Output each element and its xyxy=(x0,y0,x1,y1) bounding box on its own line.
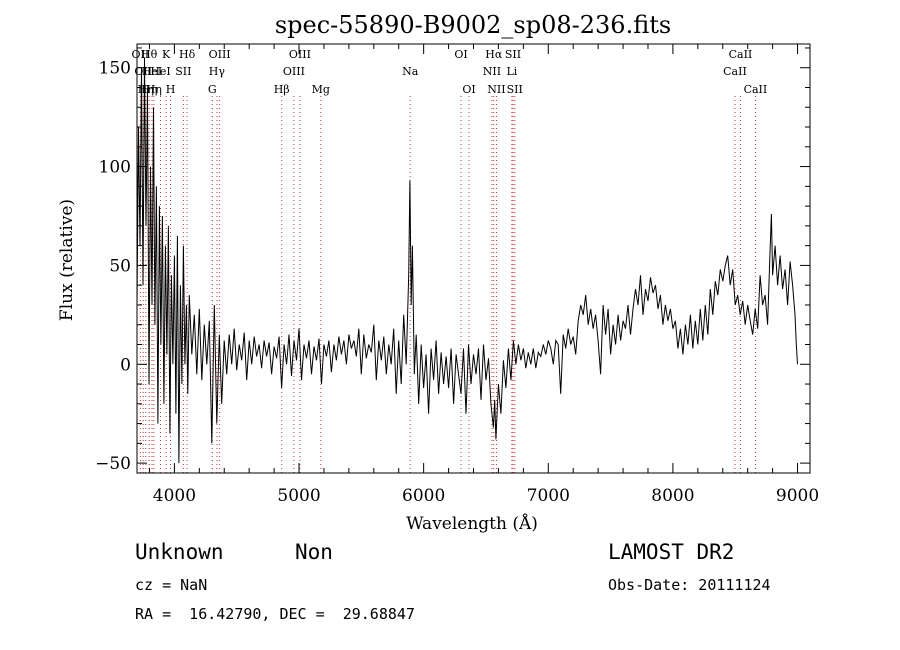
line-marker-label: Na xyxy=(402,65,419,78)
y-axis-ticks: −50 0 50 100 150 xyxy=(95,47,810,474)
line-marker-label: OII xyxy=(134,65,152,78)
line-marker-label: CaII xyxy=(729,48,753,61)
x-tick-label: 7000 xyxy=(527,486,570,506)
line-marker-label: Mg xyxy=(312,83,330,96)
plot-frame xyxy=(136,43,811,474)
object-class: Unknown xyxy=(135,540,224,564)
x-tick-label: 6000 xyxy=(402,486,445,506)
redshift-value: cz = NaN xyxy=(135,576,208,594)
line-marker-label: NII xyxy=(487,83,505,96)
line-marker-label: HeI xyxy=(150,65,170,78)
line-marker-label: G xyxy=(208,83,217,96)
x-tick-label: 9000 xyxy=(776,486,819,506)
line-marker-label: OI xyxy=(454,48,467,61)
line-marker-label: H xyxy=(166,83,176,96)
line-marker-label: CaII xyxy=(723,65,747,78)
line-marker-label: Hβ xyxy=(274,83,290,96)
line-marker-label: SII xyxy=(175,65,191,78)
line-marker-label: HeI xyxy=(142,65,162,78)
line-marker-label: OII xyxy=(132,48,150,61)
line-marker-label: Hη xyxy=(146,83,162,96)
x-axis-ticks: 4000 5000 6000 7000 8000 9000 xyxy=(148,44,819,506)
coordinates: RA = 16.42790, DEC = 29.68847 xyxy=(135,605,415,623)
line-marker-label: OIII xyxy=(283,65,305,78)
survey-name: LAMOST DR2 xyxy=(608,540,735,564)
y-axis-label: Flux (relative) xyxy=(57,199,77,321)
spectrum-line xyxy=(136,57,798,464)
line-marker-label: Hδ xyxy=(179,48,196,61)
line-marker-label: SII xyxy=(507,83,523,96)
y-tick-label: 0 xyxy=(120,355,131,375)
y-tick-label: −50 xyxy=(95,454,131,474)
plot-area: OIIOIIHηHθHηHeIHηHeIKHSIIHδGHγOIIIHβOIII… xyxy=(95,43,819,506)
x-tick-label: 8000 xyxy=(651,486,694,506)
line-marker-label: Hα xyxy=(485,48,503,61)
line-marker-label: Hγ xyxy=(209,65,226,78)
y-tick-label: 50 xyxy=(109,256,131,276)
x-tick-label: 5000 xyxy=(277,486,320,506)
y-tick-label: 100 xyxy=(99,158,131,178)
line-marker-label: OI xyxy=(462,83,475,96)
line-marker-label: K xyxy=(162,48,171,61)
line-marker-label: SII xyxy=(505,48,521,61)
x-axis-label: Wavelength (Å) xyxy=(406,513,538,534)
line-marker-label: CaII xyxy=(744,83,768,96)
line-marker-label: NII xyxy=(483,65,501,78)
line-marker-label: OIII xyxy=(289,48,311,61)
line-marker-label: Hθ xyxy=(141,48,158,61)
chart-title: spec-55890-B9002_sp08-236.fits xyxy=(275,11,671,39)
line-marker-label: Li xyxy=(506,65,517,78)
x-tick-label: 4000 xyxy=(153,486,196,506)
line-markers: OIIOIIHηHθHηHeIHηHeIKHSIIHδGHγOIIIHβOIII… xyxy=(132,48,768,473)
object-subclass: Non xyxy=(295,540,333,564)
line-marker-label: OIII xyxy=(209,48,231,61)
observation-date: Obs-Date: 20111124 xyxy=(608,576,771,594)
y-tick-label: 150 xyxy=(99,59,131,79)
